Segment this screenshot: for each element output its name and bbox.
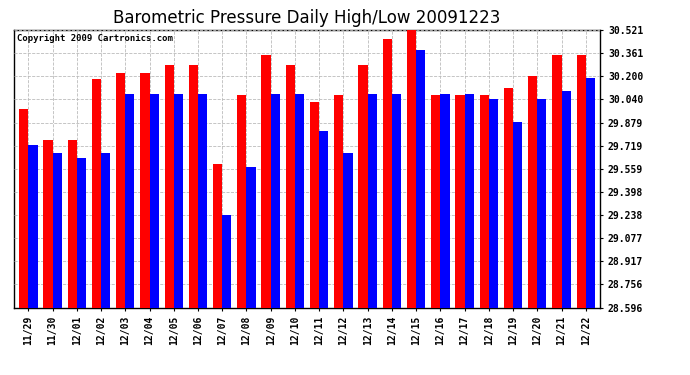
Bar (358, 65, 368, 308)
Bar (368, 94, 377, 308)
Bar (416, 50, 425, 308)
Bar (295, 94, 304, 308)
Bar (270, 94, 280, 308)
Bar (150, 94, 159, 308)
Bar (440, 94, 450, 308)
Bar (513, 122, 522, 308)
Bar (286, 65, 295, 308)
Bar (480, 95, 489, 308)
Bar (52, 153, 62, 308)
Bar (77, 159, 86, 308)
Bar (489, 99, 498, 308)
Bar (562, 91, 571, 308)
Bar (19, 110, 28, 308)
Bar (189, 65, 198, 308)
Bar (116, 74, 126, 308)
Bar (577, 55, 586, 308)
Bar (246, 167, 256, 308)
Bar (28, 146, 37, 308)
Bar (310, 102, 319, 308)
Bar (504, 88, 513, 308)
Bar (455, 95, 464, 308)
Bar (92, 79, 101, 308)
Bar (68, 140, 77, 308)
Bar (464, 94, 474, 308)
Bar (262, 55, 270, 308)
Bar (528, 76, 538, 308)
Bar (383, 39, 392, 308)
Bar (213, 164, 222, 308)
Bar (101, 153, 110, 308)
Bar (164, 65, 174, 308)
Bar (334, 95, 344, 308)
Text: Copyright 2009 Cartronics.com: Copyright 2009 Cartronics.com (17, 34, 172, 43)
Bar (552, 55, 562, 308)
Bar (174, 94, 183, 308)
Bar (319, 131, 328, 308)
Bar (431, 95, 440, 308)
Bar (140, 74, 150, 308)
Bar (43, 140, 52, 308)
Bar (344, 153, 353, 308)
Bar (538, 99, 546, 308)
Bar (237, 95, 246, 308)
Bar (586, 78, 595, 308)
Bar (392, 94, 401, 308)
Bar (222, 214, 231, 308)
Title: Barometric Pressure Daily High/Low 20091223: Barometric Pressure Daily High/Low 20091… (113, 9, 501, 27)
Bar (407, 30, 416, 308)
Bar (126, 94, 135, 308)
Bar (198, 94, 207, 308)
